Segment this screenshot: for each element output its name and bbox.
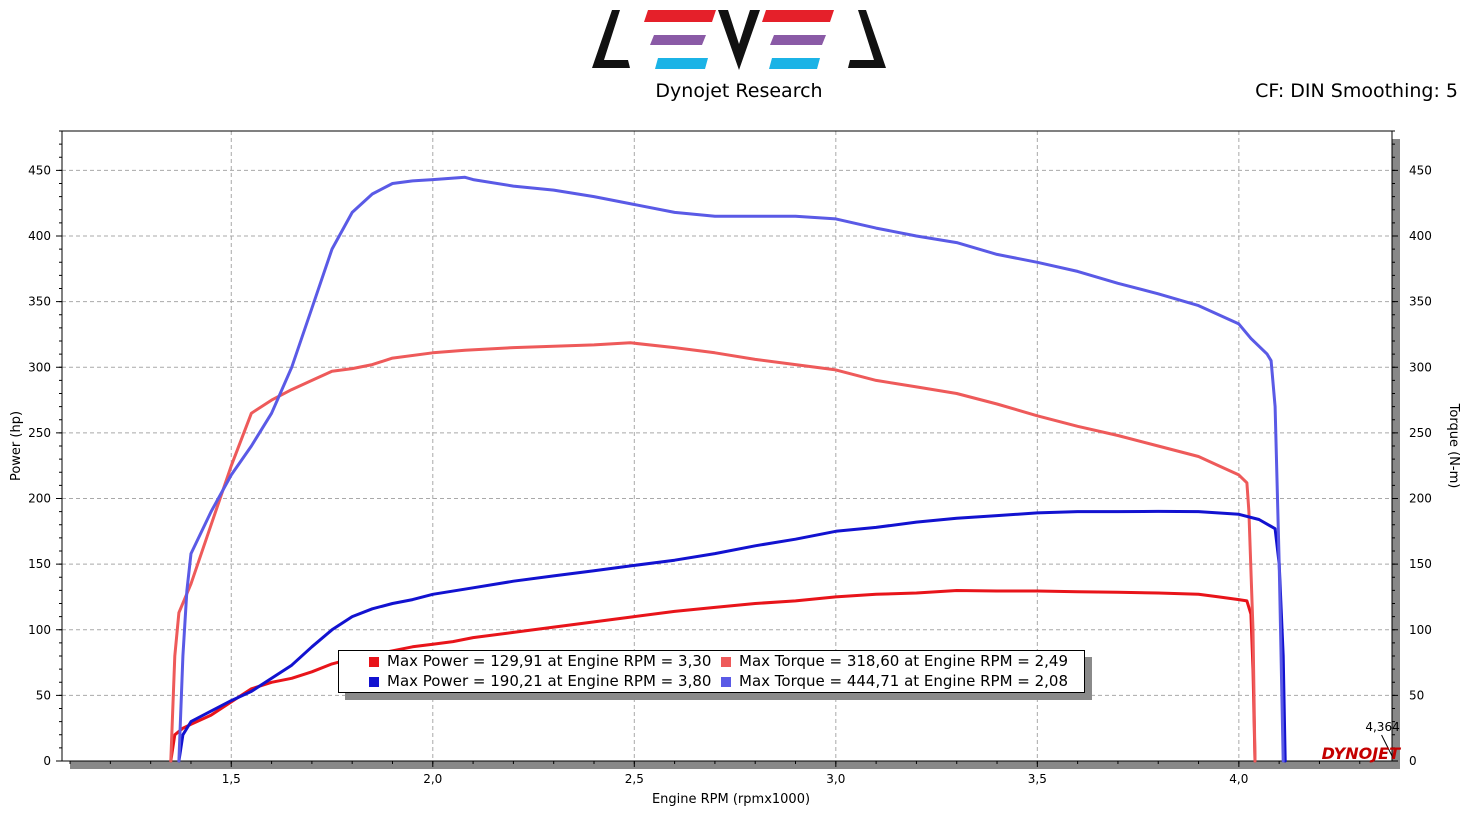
legend-entry-run1-torque: Max Torque = 318,60 at Engine RPM = 2,49	[721, 651, 1068, 671]
y-axis-shadow	[1392, 139, 1400, 769]
chart-series	[169, 175, 1287, 763]
y-tick-label-right: 150	[1409, 557, 1432, 571]
y-tick-label-left: 350	[28, 295, 51, 309]
series-run2_torque	[177, 175, 1285, 763]
y-tick-label-right: 200	[1409, 492, 1432, 506]
y-tick-label-left: 450	[28, 163, 51, 177]
legend-text: Max Power = 129,91 at Engine RPM = 3,30	[387, 652, 712, 670]
legend-text: Max Torque = 318,60 at Engine RPM = 2,49	[739, 652, 1069, 670]
y-tick-label-right: 350	[1409, 295, 1432, 309]
legend-swatch	[721, 677, 731, 687]
y-tick-label-right: 400	[1409, 229, 1432, 243]
x-tick-label: 3,0	[826, 772, 845, 786]
chart-legend: Max Power = 129,91 at Engine RPM = 3,30 …	[338, 650, 1085, 693]
y-tick-label-right: 50	[1409, 688, 1424, 702]
legend-text: Max Power = 190,21 at Engine RPM = 3,80	[387, 672, 712, 690]
series-run1_power	[169, 589, 1257, 763]
run-settings: CF: DIN Smoothing: 5	[1255, 80, 1458, 102]
axis-shadow	[70, 139, 1400, 769]
x-tick-label: 3,5	[1028, 772, 1047, 786]
y-tick-label-left: 0	[43, 754, 51, 768]
legend-text: Max Torque = 444,71 at Engine RPM = 2,08	[739, 672, 1069, 690]
x-tick-label: 4,0	[1229, 772, 1248, 786]
x-axis-label: Engine RPM (rpmx1000)	[652, 792, 810, 807]
cursor-label: 4,364	[1365, 720, 1399, 734]
axis-ticks: 0 0 50 50 100 100 150 150 200 200 250 250 300 300 350 3…	[28, 130, 1432, 786]
y-tick-label-left: 150	[28, 557, 51, 571]
y-tick-label-left: 200	[28, 492, 51, 506]
x-tick-label: 2,0	[423, 772, 442, 786]
dynojet-watermark: DYNOJET	[1322, 744, 1402, 763]
y-tick-label-right: 450	[1409, 163, 1432, 177]
y-tick-label-right: 100	[1409, 623, 1432, 637]
y-tick-label-right: 0	[1409, 754, 1417, 768]
legend-swatch	[369, 657, 379, 667]
y-tick-label-left: 100	[28, 623, 51, 637]
legend-swatch	[721, 657, 731, 667]
x-axis-shadow	[70, 761, 1400, 769]
y-tick-label-left: 400	[28, 229, 51, 243]
logo-v	[718, 10, 760, 70]
y-tick-label-left: 50	[36, 688, 51, 702]
logo-left-bracket	[592, 10, 630, 68]
rpm-cursor: 4,364	[1365, 720, 1400, 760]
legend-entry-run1-power: Max Power = 129,91 at Engine RPM = 3,30	[369, 651, 711, 671]
y-axis-right-label: Torque (N-m)	[1446, 403, 1461, 489]
series-run1_torque	[169, 341, 1257, 763]
legend-entry-run2-torque: Max Torque = 444,71 at Engine RPM = 2,08	[721, 671, 1068, 691]
legend-swatch	[369, 677, 379, 687]
level-logo	[592, 10, 886, 70]
series-run2_power	[177, 509, 1287, 763]
cursor-pointer-line	[1381, 734, 1394, 760]
x-tick-label: 2,5	[625, 772, 644, 786]
y-axis-left-label: Power (hp)	[9, 411, 24, 481]
y-tick-label-right: 300	[1409, 360, 1432, 374]
y-tick-label-left: 250	[28, 426, 51, 440]
x-tick-label: 1,5	[222, 772, 241, 786]
brand-title: Dynojet Research	[655, 80, 823, 102]
logo-right-bracket	[848, 10, 886, 68]
y-tick-label-right: 250	[1409, 426, 1432, 440]
y-tick-label-left: 300	[28, 360, 51, 374]
legend-entry-run2-power: Max Power = 190,21 at Engine RPM = 3,80	[369, 671, 711, 691]
